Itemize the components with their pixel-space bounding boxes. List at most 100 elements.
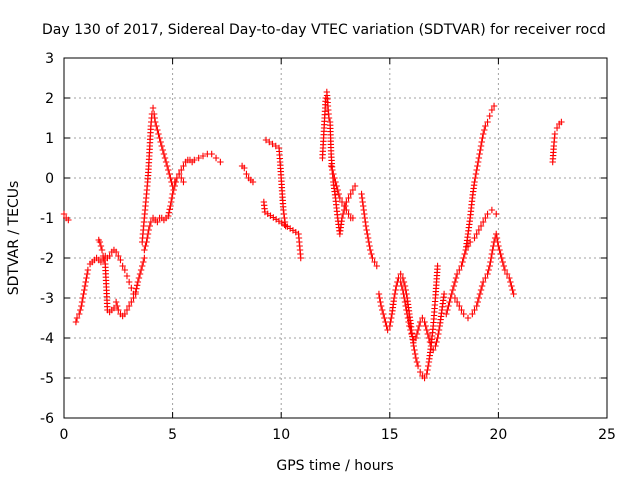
data-point <box>500 262 508 270</box>
data-point <box>403 306 410 314</box>
series-seg14 <box>443 102 498 318</box>
data-point <box>476 150 483 158</box>
data-point <box>456 266 463 274</box>
data-point <box>464 314 472 322</box>
data-point <box>82 278 89 286</box>
data-point <box>446 298 453 306</box>
data-point <box>367 246 374 254</box>
series-seg10 <box>327 162 357 222</box>
data-point <box>180 162 187 170</box>
data-point <box>153 122 160 130</box>
data-point <box>106 252 113 260</box>
data-point <box>65 216 72 224</box>
data-point <box>471 178 478 186</box>
data-point <box>149 104 157 112</box>
data-point <box>482 122 489 130</box>
data-point <box>422 322 429 330</box>
data-point <box>81 282 89 290</box>
data-point <box>419 314 426 322</box>
data-point <box>479 218 487 226</box>
data-point <box>424 362 432 370</box>
data-point <box>482 274 489 282</box>
data-point <box>99 252 107 260</box>
data-point <box>449 286 456 294</box>
data-point <box>334 186 341 194</box>
data-point <box>506 274 513 282</box>
data-point <box>262 136 270 144</box>
data-point <box>60 210 68 218</box>
data-point <box>397 270 404 278</box>
data-point <box>452 274 460 282</box>
data-point <box>400 290 407 298</box>
data-point <box>484 210 491 218</box>
series-seg5 <box>141 170 187 254</box>
series-seg2 <box>72 246 148 326</box>
data-point <box>272 142 279 150</box>
series-seg17 <box>549 118 565 166</box>
data-point <box>170 186 177 194</box>
data-point <box>376 294 383 302</box>
data-point <box>479 278 487 286</box>
data-point <box>451 278 459 286</box>
data-point <box>456 302 463 310</box>
data-point <box>125 302 133 310</box>
series-seg3 <box>95 236 139 320</box>
data-point <box>325 114 333 122</box>
data-point <box>399 286 407 294</box>
data-point <box>243 170 250 178</box>
data-point <box>130 294 137 302</box>
data-point <box>477 222 485 230</box>
data-point <box>365 238 373 246</box>
data-point <box>121 266 129 274</box>
data-point <box>97 258 105 266</box>
vertical-gridlines <box>172 58 499 418</box>
data-point <box>471 306 478 314</box>
data-point <box>417 368 424 376</box>
data-point <box>175 170 183 178</box>
x-tick-label: 0 <box>60 427 69 443</box>
data-point <box>161 154 169 162</box>
x-axis-label: GPS time / hours <box>276 458 393 474</box>
data-point <box>435 330 442 338</box>
data-point <box>115 306 122 314</box>
data-point <box>81 286 88 294</box>
data-point <box>336 194 344 202</box>
data-point <box>343 206 350 214</box>
data-point <box>145 226 152 234</box>
series-seg13 <box>397 278 448 354</box>
data-point <box>411 350 419 358</box>
data-point <box>397 278 404 286</box>
data-point <box>497 250 504 258</box>
data-point <box>369 254 376 262</box>
data-point <box>157 138 164 146</box>
x-tick-label: 25 <box>598 427 616 443</box>
data-point <box>112 248 120 256</box>
data-point <box>331 174 338 182</box>
data-point <box>329 166 336 174</box>
data-point <box>332 178 339 186</box>
data-point <box>349 214 357 222</box>
data-point <box>479 134 486 142</box>
data-point <box>404 314 412 322</box>
data-point <box>140 258 147 266</box>
data-point <box>72 318 80 326</box>
data-point <box>83 270 91 278</box>
data-point <box>393 282 400 290</box>
x-axis-ticks: 0 5 10 15 20 25 <box>60 58 616 443</box>
data-point <box>241 164 248 172</box>
data-point <box>402 302 409 310</box>
y-tick-label: -6 <box>40 411 54 427</box>
data-point <box>478 282 486 290</box>
data-point <box>487 254 495 262</box>
data-point <box>494 238 501 246</box>
horizontal-gridlines <box>64 97 607 379</box>
data-point <box>474 158 482 166</box>
data-point <box>345 210 352 218</box>
data-point <box>458 262 465 270</box>
data-point <box>249 178 257 186</box>
data-point <box>135 274 143 282</box>
series-seg16 <box>462 206 500 254</box>
data-point <box>466 238 474 246</box>
data-point <box>83 274 90 282</box>
